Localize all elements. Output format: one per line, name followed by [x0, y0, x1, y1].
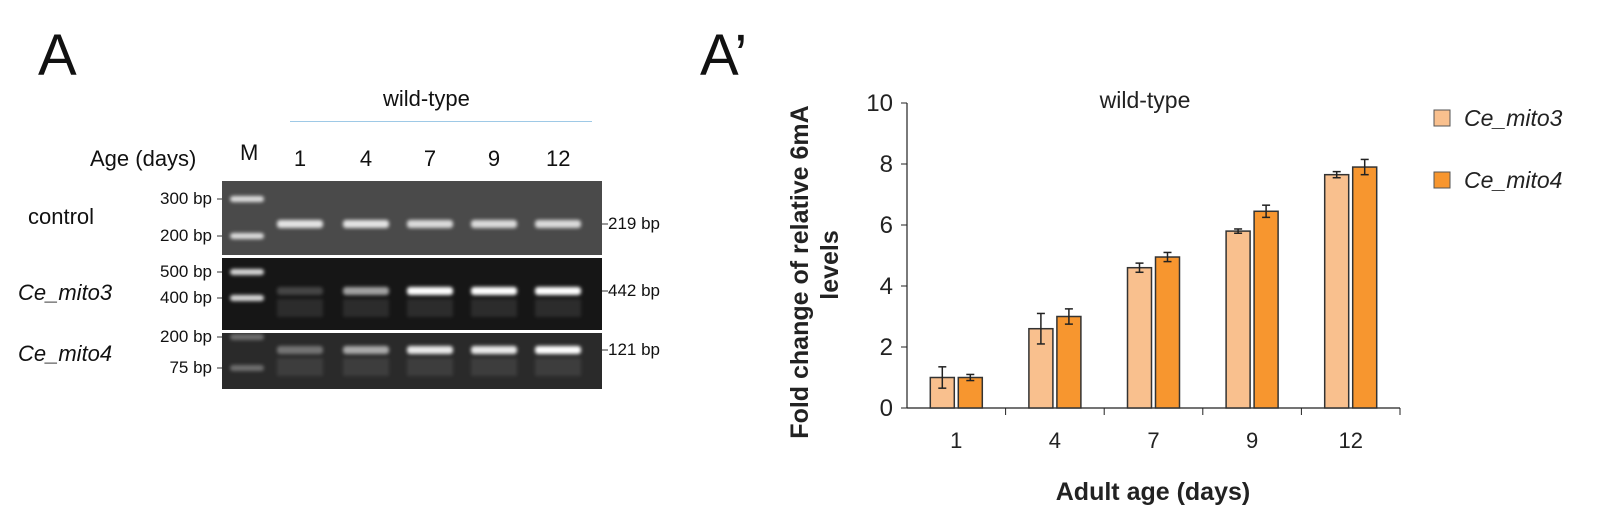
x-axis-label: Adult age (days)	[1056, 478, 1250, 506]
product-size-label: 121 bp	[608, 340, 660, 359]
lane-label: 9	[487, 146, 501, 171]
ladder-label: 300 bp	[160, 189, 212, 208]
ladder-band	[230, 295, 264, 301]
product-band	[407, 346, 453, 354]
smear	[407, 358, 453, 376]
bar-ce-mito4	[957, 376, 984, 409]
smear	[407, 299, 453, 317]
gel-panel-control	[222, 181, 602, 255]
x-tick-label: 4	[1049, 428, 1061, 453]
bar-ce-mito3	[1323, 173, 1350, 409]
smear	[535, 358, 581, 376]
smear	[343, 358, 389, 376]
x-tick-label: 1	[950, 428, 962, 453]
ladder-band	[230, 269, 264, 275]
legend-label: Ce_mito3	[1464, 105, 1563, 131]
y-tick-label: 4	[880, 273, 893, 300]
legend-swatch	[1433, 109, 1451, 127]
product-band	[407, 287, 453, 295]
product-band	[535, 346, 581, 354]
product-band	[277, 287, 323, 295]
chart-title: wild-type	[1099, 87, 1191, 113]
smear	[277, 299, 323, 317]
lane-label: 4	[359, 146, 373, 171]
bar-ce-mito3	[1225, 230, 1251, 409]
ladder-band	[230, 233, 264, 239]
bar-ce-mito4	[1154, 256, 1181, 409]
row-label: Ce_mito4	[18, 341, 113, 366]
smear	[535, 299, 581, 317]
ladder-label: 200 bp	[160, 226, 212, 245]
y-tick-label: 2	[880, 334, 893, 361]
ladder-label: 400 bp	[160, 288, 212, 307]
group-divider	[290, 121, 592, 122]
x-tick-label: 7	[1147, 428, 1159, 453]
product-band	[471, 287, 517, 295]
product-band	[277, 346, 323, 354]
legend-swatch	[1433, 171, 1451, 189]
product-size-label: 442 bp	[608, 281, 660, 300]
group-label: wild-type	[383, 86, 470, 111]
legend-label: Ce_mito4	[1464, 167, 1562, 193]
lane-label: 7	[423, 146, 437, 171]
product-band	[277, 220, 323, 228]
product-band	[343, 346, 389, 354]
y-axis-label: levels	[816, 230, 844, 300]
ladder-label: 75 bp	[169, 358, 212, 377]
y-tick-label: 0	[880, 395, 893, 422]
product-band	[343, 287, 389, 295]
y-axis-label: Fold change of relative 6mA	[786, 105, 814, 438]
age-label: Age (days)	[90, 146, 197, 171]
panel-a-letter: A	[38, 23, 77, 88]
product-size-label: 219 bp	[608, 214, 660, 233]
y-tick-label: 6	[880, 212, 893, 239]
product-band	[407, 220, 453, 228]
row-label: control	[28, 204, 95, 229]
product-band	[471, 220, 517, 228]
panel-a-prime-letter: A’	[700, 23, 748, 88]
bar-ce-mito4	[1351, 166, 1378, 409]
lane-label: 1	[293, 146, 307, 171]
smear	[277, 358, 323, 376]
ladder-band	[230, 365, 264, 371]
product-band	[535, 287, 581, 295]
y-tick-label: 10	[866, 90, 893, 117]
product-band	[343, 220, 389, 228]
marker-label: M	[240, 140, 259, 165]
smear	[343, 299, 389, 317]
product-band	[535, 220, 581, 228]
smear	[471, 299, 517, 317]
ladder-band	[230, 196, 264, 202]
lane-label: 12	[546, 146, 571, 171]
bar-ce-mito4	[1056, 315, 1082, 409]
ladder-band	[230, 334, 264, 340]
ladder-label: 500 bp	[160, 262, 212, 281]
bar-ce-mito4	[1253, 210, 1279, 409]
row-label: Ce_mito3	[18, 280, 113, 305]
bar-ce-mito3	[1126, 266, 1153, 409]
x-tick-label: 12	[1338, 428, 1362, 453]
y-tick-label: 8	[880, 151, 893, 178]
gel-image	[217, 181, 608, 389]
ladder-label: 200 bp	[160, 327, 212, 346]
product-band	[471, 346, 517, 354]
x-tick-label: 9	[1246, 428, 1258, 453]
smear	[471, 358, 517, 376]
